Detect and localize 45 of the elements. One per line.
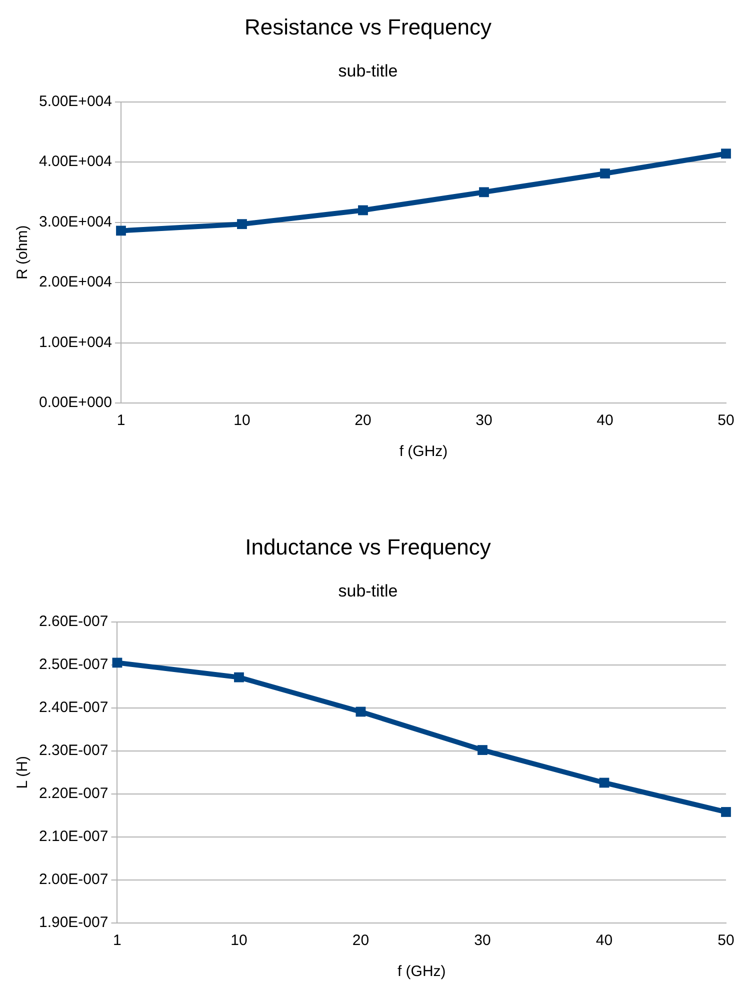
x-axis-title: f (GHz) — [399, 443, 448, 460]
x-tick-label: 20 — [354, 412, 372, 430]
point — [356, 706, 366, 717]
y-tick-label: 2.50E-007 — [38, 656, 108, 673]
y-axis-title: R (ohm) — [14, 225, 32, 280]
point — [479, 187, 489, 198]
chart-title: Inductance vs Frequency — [245, 534, 491, 560]
point — [237, 219, 247, 230]
x-axis-title: f (GHz) — [397, 963, 446, 980]
point — [721, 148, 731, 159]
y-tick-label: 2.40E-007 — [38, 699, 108, 716]
x-tick-label: 30 — [476, 412, 492, 430]
point — [478, 745, 488, 755]
y-tick-label: 2.10E-007 — [38, 828, 108, 846]
chart-subtitle: sub-title — [338, 61, 398, 80]
x-tick-label: 40 — [596, 412, 614, 430]
chart-subtitle: sub-title — [338, 581, 398, 600]
y-tick-label: 2.20E-007 — [38, 785, 108, 802]
point — [116, 226, 126, 236]
point — [600, 168, 610, 178]
y-axis-title: L (H) — [14, 756, 32, 789]
x-tick-label: 1 — [116, 412, 126, 430]
y-tick-label: 4.00E+004 — [38, 153, 112, 170]
point — [358, 205, 368, 216]
y-tick-label: 1.00E+004 — [38, 334, 112, 351]
y-tick-label: 0.00E+000 — [38, 394, 112, 412]
y-tick-label: 1.90E-007 — [38, 914, 108, 932]
x-tick-label: 1 — [113, 932, 122, 950]
x-tick-label: 40 — [596, 932, 613, 950]
x-tick-label: 20 — [352, 932, 370, 950]
y-tick-label: 5.00E+004 — [38, 92, 112, 110]
x-tick-label: 10 — [230, 932, 248, 950]
y-tick-label: 3.00E+004 — [38, 213, 112, 230]
x-tick-label: 50 — [718, 412, 734, 430]
point — [234, 672, 244, 682]
y-tick-label: 2.00E-007 — [38, 871, 108, 888]
x-tick-label: 10 — [234, 412, 250, 430]
x-tick-label: 50 — [718, 932, 734, 950]
x-tick-label: 30 — [474, 932, 491, 950]
y-tick-label: 2.60E-007 — [38, 612, 108, 630]
y-tick-label: 2.30E-007 — [38, 742, 108, 760]
point — [721, 807, 731, 817]
point — [599, 778, 610, 788]
chart-title: Resistance vs Frequency — [244, 14, 492, 40]
y-tick-label: 2.00E+004 — [38, 274, 112, 291]
